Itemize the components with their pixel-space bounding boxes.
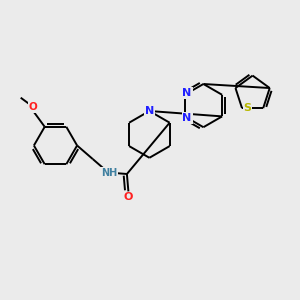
Text: O: O [124, 192, 133, 203]
Text: N: N [145, 106, 154, 116]
Text: O: O [29, 102, 38, 112]
Text: NH: NH [101, 167, 117, 178]
Text: N: N [182, 88, 192, 98]
Text: N: N [182, 113, 192, 123]
Text: S: S [243, 103, 251, 113]
